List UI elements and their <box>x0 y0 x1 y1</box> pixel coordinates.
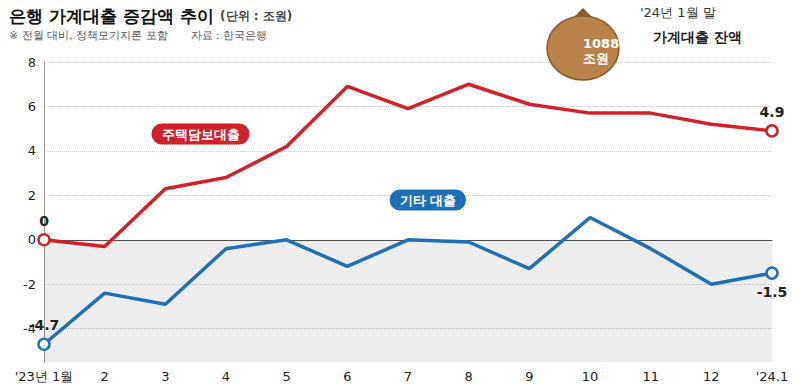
svg-text:5: 5 <box>283 369 291 384</box>
svg-text:기타 대출: 기타 대출 <box>400 193 457 208</box>
svg-text:9: 9 <box>525 369 533 384</box>
svg-text:주택담보대출: 주택담보대출 <box>162 127 240 142</box>
svg-text:4: 4 <box>28 143 36 158</box>
svg-text:(단위 : 조원): (단위 : 조원) <box>220 9 292 23</box>
svg-text:조원: 조원 <box>583 51 609 66</box>
svg-text:가계대출 잔액: 가계대출 잔액 <box>653 29 742 45</box>
svg-text:0: 0 <box>39 213 49 229</box>
svg-text:-2: -2 <box>23 277 36 292</box>
svg-text:2: 2 <box>28 188 36 203</box>
svg-text:12: 12 <box>703 369 720 384</box>
svg-text:4.9: 4.9 <box>760 104 785 120</box>
svg-text:'24년 1월 말: '24년 1월 말 <box>640 5 716 20</box>
svg-text:은행 가계대출 증감액 추이: 은행 가계대출 증감액 추이 <box>9 6 214 26</box>
svg-text:2: 2 <box>101 369 109 384</box>
svg-text:3: 3 <box>161 369 169 384</box>
svg-text:11: 11 <box>642 369 659 384</box>
svg-text:4: 4 <box>222 369 230 384</box>
svg-text:8: 8 <box>465 369 473 384</box>
svg-text:10: 10 <box>582 369 599 384</box>
svg-text:자료 : 한국은행: 자료 : 한국은행 <box>191 29 268 42</box>
svg-text:※ 전월 대비, 정책모기지론 포함: ※ 전월 대비, 정책모기지론 포함 <box>9 29 168 42</box>
svg-text:0: 0 <box>28 232 36 247</box>
svg-text:8: 8 <box>28 55 36 70</box>
svg-text:7: 7 <box>404 369 412 384</box>
svg-text:'23년 1월: '23년 1월 <box>15 369 74 384</box>
svg-text:6: 6 <box>28 99 36 114</box>
svg-text:1088.4: 1088.4 <box>583 36 633 51</box>
svg-text:-4.7: -4.7 <box>29 317 60 333</box>
svg-text:'24.1: '24.1 <box>756 369 789 384</box>
svg-text:6: 6 <box>343 369 351 384</box>
svg-text:-1.5: -1.5 <box>757 284 788 300</box>
